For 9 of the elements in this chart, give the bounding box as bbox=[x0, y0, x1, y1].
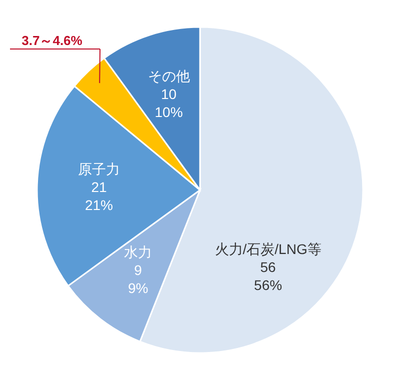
slice-label: 水力 bbox=[124, 244, 152, 260]
slice-label: 火力/石炭/LNG等 bbox=[214, 240, 322, 257]
data-label: 10 10% bbox=[154, 86, 183, 120]
slice-label: 原子力 bbox=[78, 160, 120, 177]
data-label: 9 9% bbox=[128, 262, 148, 296]
data-label: 21 21% bbox=[84, 178, 114, 213]
data-label: 56 56% bbox=[254, 258, 282, 293]
slice-label: その他 bbox=[148, 68, 190, 84]
text: 3.7～4.6% bbox=[22, 33, 83, 48]
